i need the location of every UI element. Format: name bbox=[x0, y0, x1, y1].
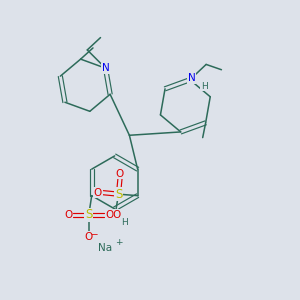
Text: O: O bbox=[116, 169, 124, 178]
Text: H: H bbox=[201, 82, 207, 91]
Text: S: S bbox=[115, 188, 122, 201]
Text: +: + bbox=[115, 238, 123, 247]
Text: S: S bbox=[85, 208, 92, 221]
Text: −: − bbox=[90, 229, 98, 238]
Text: O: O bbox=[105, 210, 113, 220]
Text: Na: Na bbox=[98, 243, 112, 253]
Text: O: O bbox=[94, 188, 102, 198]
Text: N: N bbox=[102, 63, 110, 73]
Text: O: O bbox=[112, 210, 120, 220]
Text: H: H bbox=[121, 218, 128, 226]
Text: N: N bbox=[188, 73, 195, 83]
Text: O: O bbox=[64, 210, 72, 220]
Text: O: O bbox=[85, 232, 93, 242]
